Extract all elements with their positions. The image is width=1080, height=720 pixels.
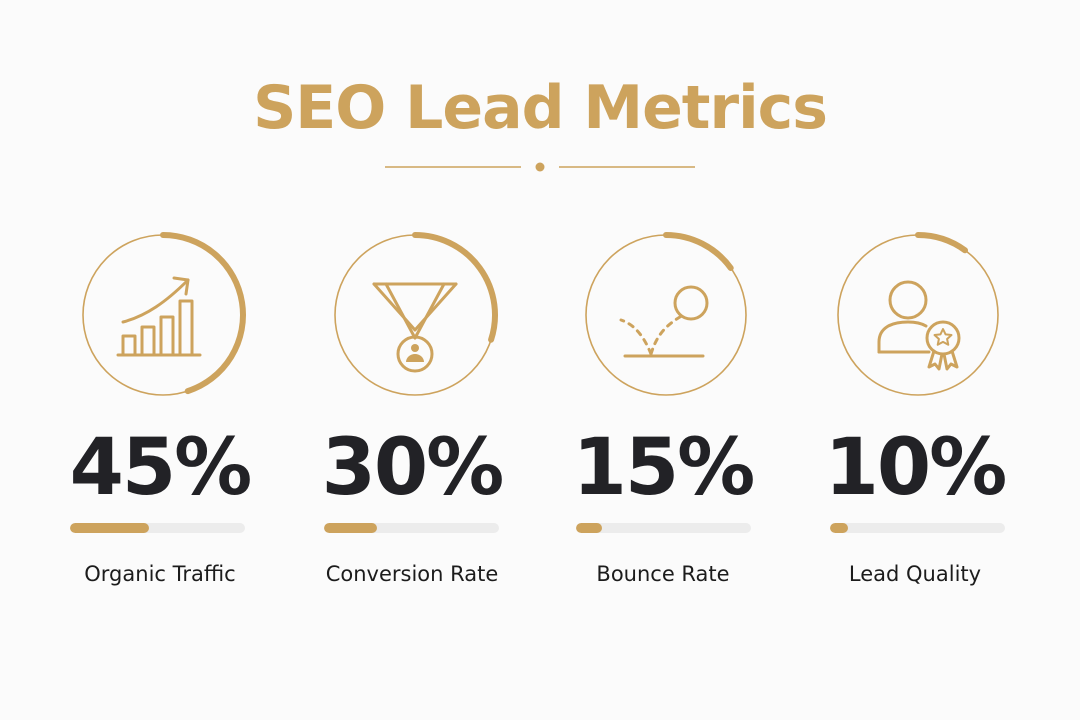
metric-value: 45% [69,423,253,513]
progress-ring [585,232,747,396]
metric-label: Lead Quality [848,562,982,586]
progress-arc [663,232,734,271]
title-divider [385,162,695,172]
metric-value: 30% [321,423,505,513]
metric-card-lead-quality: 10% Lead Quality [795,230,1035,610]
funnel-user-icon [372,282,458,373]
metric-card-organic-traffic: 45% Organic Traffic [40,230,280,610]
progress-arc [915,232,969,254]
progress-bar-fill [576,523,603,533]
metric-label: Bounce Rate [596,562,730,586]
progress-ring [837,232,999,396]
progress-arc [160,232,246,395]
bouncing-ball-icon [619,285,709,358]
progress-bar [576,523,751,533]
progress-bar [324,523,499,533]
metric-label: Organic Traffic [84,562,236,586]
metric-card-bounce-rate: 15% Bounce Rate [543,230,783,610]
metric-value: 15% [572,423,756,513]
progress-arc [412,232,498,343]
user-award-icon [877,280,961,371]
progress-bar [830,523,1005,533]
progress-bar-fill [830,523,848,533]
progress-bar-fill [324,523,377,533]
growth-chart-icon [116,276,202,357]
page-title: SEO Lead Metrics [253,73,828,143]
metric-value: 10% [824,423,1008,513]
metric-card-conversion-rate: 30% Conversion Rate [292,230,532,610]
metric-label: Conversion Rate [325,562,499,586]
progress-ring [82,232,246,396]
progress-bar [70,523,245,533]
progress-ring [334,232,498,396]
progress-bar-fill [70,523,149,533]
